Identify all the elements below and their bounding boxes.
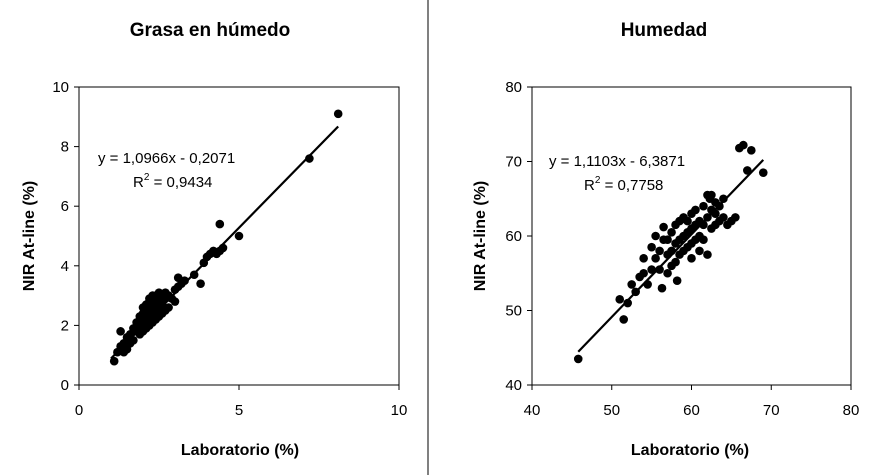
data-point (639, 254, 648, 263)
data-point (305, 154, 314, 163)
data-point (164, 303, 173, 312)
data-point (655, 246, 664, 256)
data-point (691, 205, 700, 215)
chart-humedad: Humedad Laboratorio (%) NIR At-line (%) … (472, 20, 859, 459)
data-point (196, 279, 205, 288)
data-point (667, 246, 676, 256)
points-group (573, 140, 768, 364)
y-tick-label: 10 (52, 79, 69, 96)
data-point (705, 194, 715, 204)
x-tick-label: 10 (391, 402, 408, 419)
data-point (215, 219, 225, 229)
data-point (651, 231, 660, 241)
data-point (731, 213, 740, 222)
data-point (659, 222, 668, 232)
data-point (655, 265, 664, 274)
data-point (758, 168, 768, 177)
data-point (180, 276, 189, 286)
data-point (687, 254, 696, 263)
data-point (623, 298, 632, 308)
x-tick-label: 60 (683, 402, 700, 419)
tick-group: 40 50 60 70 80 40 50 60 70 80 (505, 79, 859, 419)
data-point (663, 268, 672, 278)
data-point (683, 216, 692, 226)
x-axis-label: Laboratorio (%) (181, 442, 299, 459)
r2-value: = 0,7758 (600, 177, 663, 194)
data-point (672, 276, 682, 286)
r2-superscript: 2 (144, 172, 150, 183)
y-tick-label: 0 (61, 377, 69, 394)
data-point (129, 336, 138, 345)
r2-superscript: 2 (595, 175, 601, 186)
r-squared-label: R2 = 0,7758 (584, 175, 663, 194)
data-point (573, 354, 583, 364)
chart-title: Humedad (621, 20, 708, 41)
r2-value: = 0,9434 (149, 174, 212, 191)
data-point (631, 287, 640, 297)
data-point (719, 213, 728, 222)
x-tick-label: 0 (75, 402, 83, 419)
data-point (619, 315, 629, 324)
y-tick-label: 2 (61, 317, 69, 334)
r2-prefix: R (584, 177, 595, 194)
data-point (703, 250, 712, 259)
data-point (743, 166, 752, 175)
chart-grasa: Grasa en húmedo Laboratorio (%) NIR At-l… (21, 20, 407, 459)
data-point (699, 201, 708, 211)
data-point (657, 283, 667, 293)
data-point (116, 327, 125, 336)
y-tick-label: 60 (505, 228, 522, 245)
y-tick-label: 70 (505, 154, 522, 171)
trendline-equation: y = 1,1103x - 6,3871 (549, 153, 685, 170)
data-point (615, 295, 625, 304)
data-point (109, 356, 119, 366)
data-point (747, 146, 756, 155)
data-point (234, 231, 244, 241)
data-point (333, 109, 343, 119)
data-point (647, 265, 656, 274)
y-tick-label: 6 (61, 198, 69, 215)
r-squared-label: R2 = 0,9434 (133, 172, 212, 191)
x-tick-label: 40 (524, 402, 541, 419)
y-axis-label: NIR At-line (%) (21, 181, 38, 292)
data-point (715, 201, 724, 211)
plot-area (531, 86, 852, 386)
y-tick-label: 80 (505, 79, 522, 96)
data-point (189, 270, 199, 280)
data-point (170, 297, 180, 306)
data-point (647, 242, 656, 252)
chart-title: Grasa en húmedo (130, 20, 291, 41)
trendline-equation: y = 1,0966x - 0,2071 (98, 150, 235, 167)
data-point (667, 227, 676, 237)
data-point (719, 194, 728, 204)
data-point (739, 140, 748, 150)
y-tick-label: 50 (505, 303, 522, 320)
data-point (639, 268, 648, 278)
data-point (699, 235, 708, 245)
data-point (695, 246, 704, 256)
x-tick-label: 80 (843, 402, 860, 419)
data-point (651, 254, 660, 263)
tick-group: 0 5 10 0 2 4 6 8 10 (52, 79, 407, 419)
data-point (703, 213, 712, 222)
x-tick-label: 70 (763, 402, 780, 419)
y-tick-label: 40 (505, 377, 522, 394)
data-point (663, 235, 672, 245)
data-point (218, 243, 228, 253)
y-tick-label: 8 (61, 139, 69, 156)
data-point (627, 280, 636, 289)
data-point (699, 220, 708, 230)
x-tick-label: 5 (235, 402, 243, 419)
data-point (671, 257, 680, 267)
data-point (711, 209, 720, 218)
data-point (643, 280, 652, 289)
x-tick-label: 50 (603, 402, 620, 419)
y-tick-label: 4 (61, 258, 69, 275)
points-group (109, 109, 343, 366)
r2-prefix: R (133, 174, 144, 191)
y-axis-label: NIR At-line (%) (472, 181, 489, 292)
x-axis-label: Laboratorio (%) (631, 442, 749, 459)
